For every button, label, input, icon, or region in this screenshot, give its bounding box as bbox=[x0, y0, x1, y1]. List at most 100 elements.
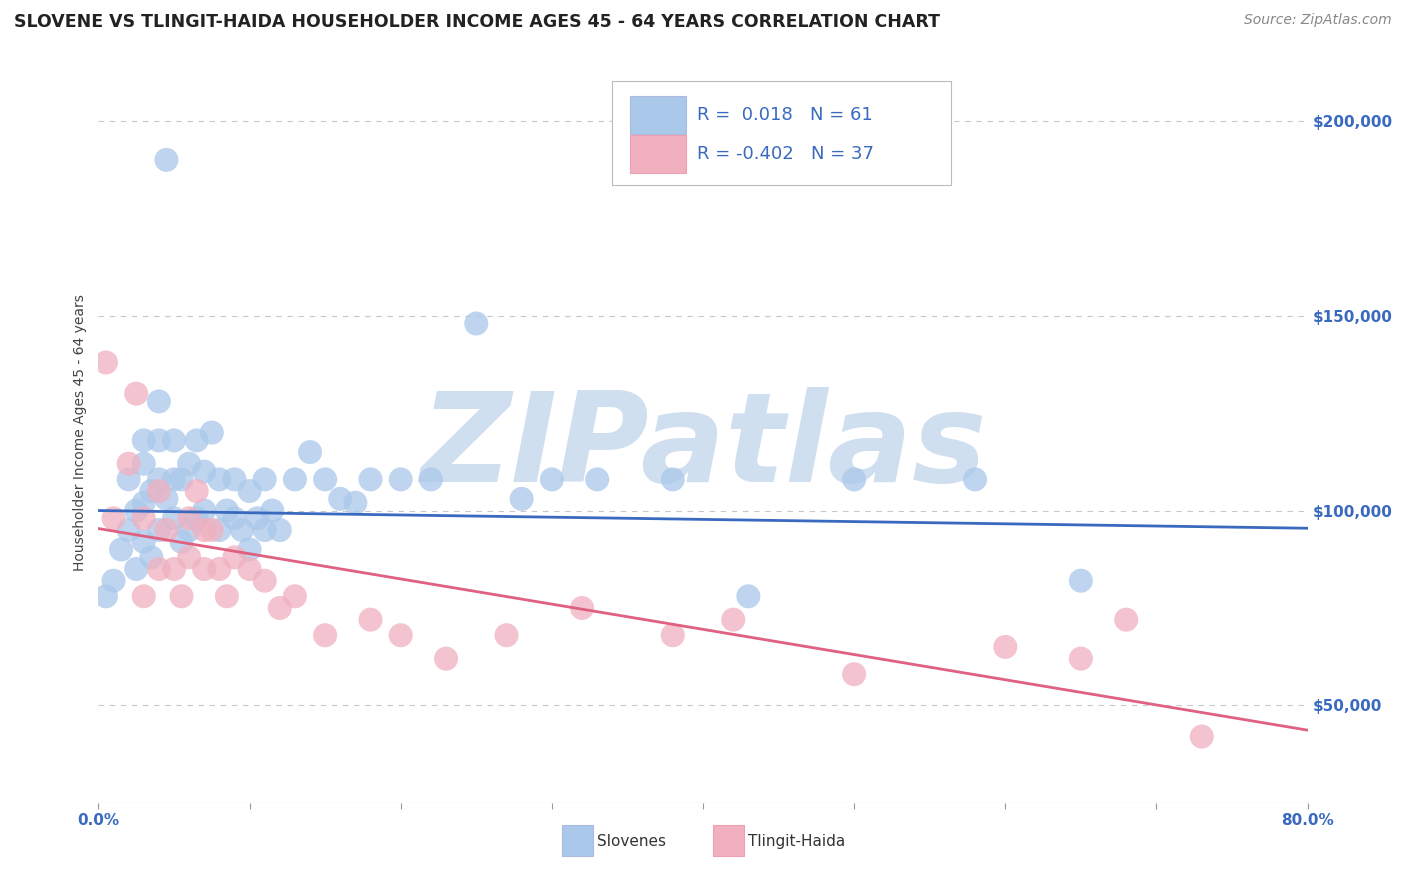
Point bbox=[465, 317, 488, 331]
Point bbox=[208, 562, 231, 576]
Text: Source: ZipAtlas.com: Source: ZipAtlas.com bbox=[1244, 13, 1392, 28]
Point bbox=[1115, 613, 1137, 627]
Point bbox=[389, 472, 412, 486]
Point bbox=[420, 472, 443, 486]
Point bbox=[148, 394, 170, 409]
Point bbox=[360, 472, 382, 486]
Point bbox=[239, 484, 262, 499]
Point bbox=[224, 472, 246, 486]
Point bbox=[269, 601, 291, 615]
Point bbox=[1070, 651, 1092, 665]
Point bbox=[125, 386, 148, 401]
Point bbox=[170, 589, 193, 603]
Point bbox=[844, 667, 866, 681]
Point bbox=[132, 511, 155, 525]
FancyBboxPatch shape bbox=[630, 95, 686, 135]
Point bbox=[179, 511, 201, 525]
Text: R =  0.018   N = 61: R = 0.018 N = 61 bbox=[697, 106, 873, 124]
Point bbox=[510, 491, 533, 506]
Point bbox=[125, 503, 148, 517]
Text: R = -0.402   N = 37: R = -0.402 N = 37 bbox=[697, 145, 875, 163]
Point bbox=[179, 550, 201, 565]
FancyBboxPatch shape bbox=[630, 135, 686, 173]
Point bbox=[215, 589, 238, 603]
Point bbox=[163, 434, 186, 448]
Point bbox=[110, 542, 132, 557]
FancyBboxPatch shape bbox=[713, 825, 744, 856]
Point bbox=[94, 355, 117, 369]
Point bbox=[141, 550, 163, 565]
Point bbox=[1070, 574, 1092, 588]
Point bbox=[125, 562, 148, 576]
Point bbox=[193, 562, 215, 576]
Point bbox=[208, 523, 231, 537]
Y-axis label: Householder Income Ages 45 - 64 years: Householder Income Ages 45 - 64 years bbox=[73, 294, 87, 571]
Point bbox=[253, 523, 276, 537]
Point bbox=[163, 562, 186, 576]
Point bbox=[246, 511, 269, 525]
Point bbox=[661, 628, 683, 642]
Point bbox=[179, 457, 201, 471]
Point bbox=[586, 472, 609, 486]
Point bbox=[163, 511, 186, 525]
Point bbox=[103, 511, 125, 525]
Point bbox=[132, 589, 155, 603]
Point bbox=[239, 562, 262, 576]
Point bbox=[253, 472, 276, 486]
Text: ZIPatlas: ZIPatlas bbox=[420, 387, 986, 508]
Point bbox=[329, 491, 352, 506]
Point bbox=[215, 503, 238, 517]
Point bbox=[434, 651, 457, 665]
Point bbox=[186, 484, 208, 499]
Point bbox=[94, 589, 117, 603]
Point bbox=[118, 472, 141, 486]
Point bbox=[170, 472, 193, 486]
Point bbox=[224, 550, 246, 565]
Point bbox=[284, 472, 307, 486]
Point bbox=[231, 523, 253, 537]
Point bbox=[723, 613, 745, 627]
Point bbox=[155, 491, 177, 506]
Point bbox=[118, 523, 141, 537]
Point bbox=[661, 472, 683, 486]
Point bbox=[193, 523, 215, 537]
Text: Slovenes: Slovenes bbox=[596, 834, 665, 849]
Point bbox=[148, 562, 170, 576]
Point bbox=[179, 523, 201, 537]
Point bbox=[155, 153, 177, 167]
Point bbox=[208, 472, 231, 486]
Point bbox=[201, 425, 224, 440]
Point bbox=[193, 503, 215, 517]
Point bbox=[148, 434, 170, 448]
Text: SLOVENE VS TLINGIT-HAIDA HOUSEHOLDER INCOME AGES 45 - 64 YEARS CORRELATION CHART: SLOVENE VS TLINGIT-HAIDA HOUSEHOLDER INC… bbox=[14, 13, 941, 31]
Point bbox=[540, 472, 562, 486]
Point bbox=[155, 523, 177, 537]
Point bbox=[103, 574, 125, 588]
Point bbox=[737, 589, 759, 603]
Point bbox=[269, 523, 291, 537]
Point bbox=[186, 434, 208, 448]
Text: Tlingit-Haida: Tlingit-Haida bbox=[748, 834, 845, 849]
Point bbox=[132, 496, 155, 510]
Point bbox=[994, 640, 1017, 654]
Point bbox=[193, 465, 215, 479]
Point bbox=[170, 534, 193, 549]
Point bbox=[132, 434, 155, 448]
Point bbox=[284, 589, 307, 603]
Point bbox=[253, 574, 276, 588]
Point bbox=[239, 542, 262, 557]
FancyBboxPatch shape bbox=[613, 81, 950, 185]
Point bbox=[148, 484, 170, 499]
Point bbox=[186, 511, 208, 525]
Point bbox=[571, 601, 593, 615]
Point bbox=[314, 472, 336, 486]
Point bbox=[495, 628, 517, 642]
Point bbox=[360, 613, 382, 627]
Point bbox=[314, 628, 336, 642]
Point bbox=[148, 523, 170, 537]
Point bbox=[163, 472, 186, 486]
Point bbox=[132, 457, 155, 471]
Point bbox=[1191, 730, 1213, 744]
Point bbox=[224, 511, 246, 525]
Point bbox=[389, 628, 412, 642]
